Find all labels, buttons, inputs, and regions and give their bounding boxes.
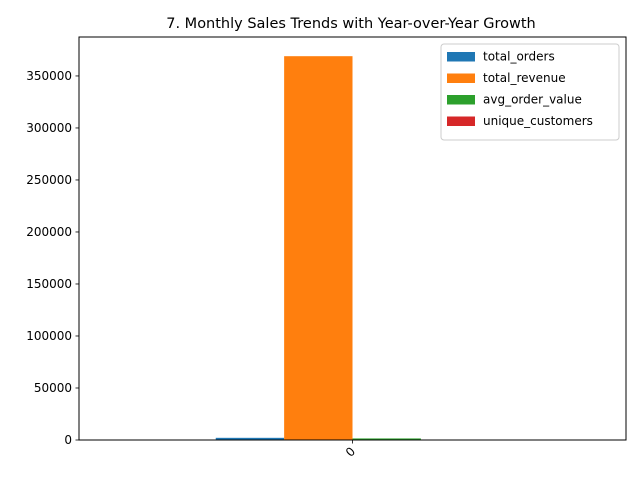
x-axis: 0 bbox=[343, 440, 358, 460]
y-tick-label: 300000 bbox=[26, 121, 72, 135]
y-tick-label: 150000 bbox=[26, 277, 72, 291]
y-tick-label: 0 bbox=[64, 433, 72, 447]
y-tick-label: 50000 bbox=[34, 381, 72, 395]
bar-total_revenue-0 bbox=[284, 56, 353, 440]
y-tick-label: 250000 bbox=[26, 173, 72, 187]
legend-swatch-avg_order_value bbox=[447, 95, 475, 105]
y-tick-label: 100000 bbox=[26, 329, 72, 343]
bar-total_orders-0 bbox=[215, 437, 285, 440]
legend-swatch-total_revenue bbox=[447, 73, 475, 83]
plot-frame bbox=[78, 36, 627, 441]
legend-label-total_revenue: total_revenue bbox=[483, 71, 566, 85]
chart-title: 7. Monthly Sales Trends with Year-over-Y… bbox=[166, 16, 536, 32]
y-tick-label: 350000 bbox=[26, 69, 72, 83]
bar-avg_order_value-0 bbox=[352, 438, 421, 440]
legend-swatch-total_orders bbox=[447, 52, 475, 62]
legend-box bbox=[440, 43, 620, 141]
bars-group bbox=[215, 56, 490, 440]
x-tick-label: 0 bbox=[343, 444, 358, 459]
legend-swatch-unique_customers bbox=[447, 116, 475, 126]
legend-label-total_orders: total_orders bbox=[483, 50, 555, 64]
y-tick-label: 200000 bbox=[26, 225, 72, 239]
legend-label-unique_customers: unique_customers bbox=[483, 114, 593, 128]
legend: total_orders total_revenue avg_order_value… bbox=[440, 43, 620, 141]
legend-label-avg_order_value: avg_order_value bbox=[483, 93, 582, 107]
y-axis: 0 50000 100000 150000 200000 250000 300000 3500… bbox=[26, 69, 79, 447]
